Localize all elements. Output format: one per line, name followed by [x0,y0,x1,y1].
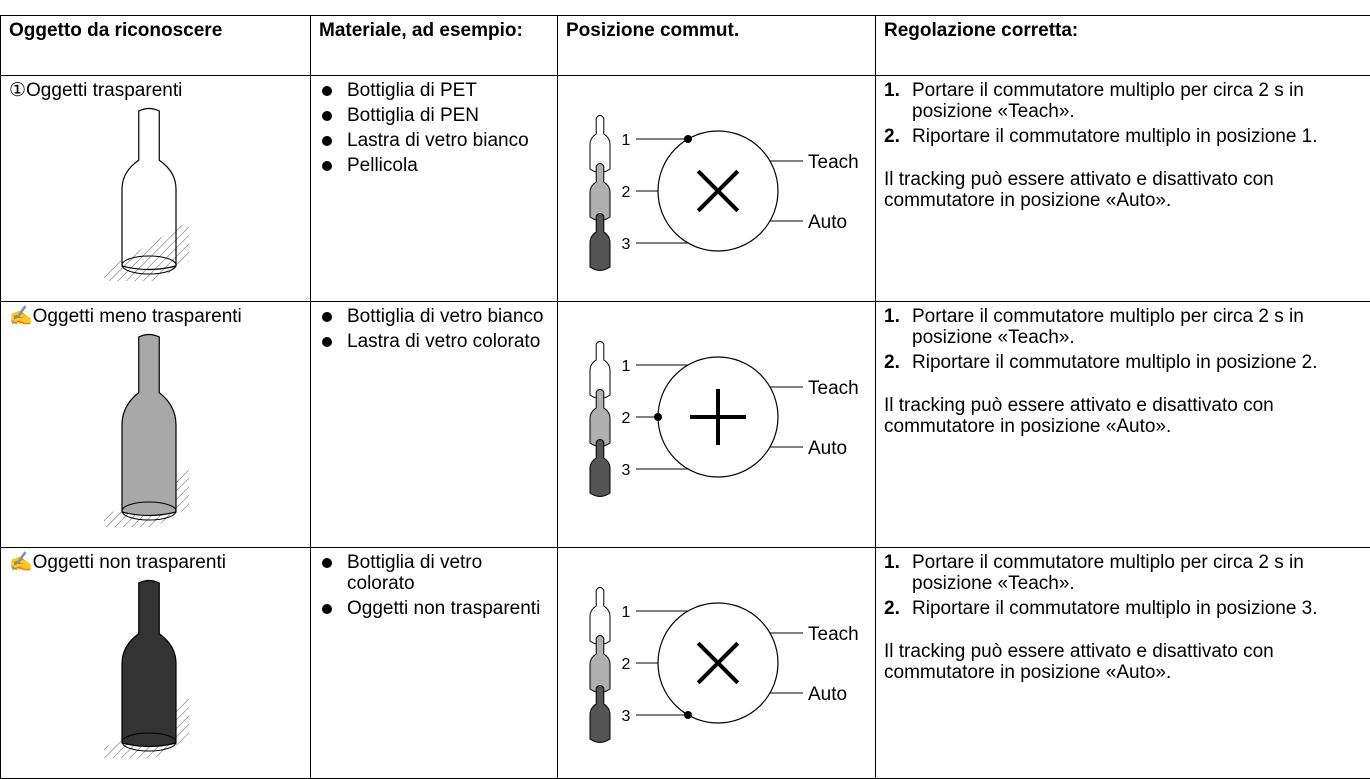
position-label: 2 [622,410,631,427]
material-item: Bottiglia di vetro colorato [319,552,549,594]
object-cell: ①Oggetti trasparenti [1,76,311,302]
object-illustration [9,101,299,281]
table-row: ✍Oggetti non trasparenti Bottiglia di vet… [1,548,1370,779]
position-label: 3 [622,236,631,253]
object-cell: ✍Oggetti meno trasparenti [1,302,311,548]
material-item: Lastra di vetro colorato [319,331,549,352]
procedure-cell: 1. Portare il commutatore multiplo per ci… [876,302,1370,548]
bottle [122,581,176,747]
step-text: Portare il commutatore multiplo per circ… [912,80,1304,122]
position-label: 2 [622,656,631,673]
step: 2. Riportare il commutatore multiplo in p… [884,598,1362,619]
column-header: Materiale, ad esempio: [311,16,558,76]
step-text: Portare il commutatore multiplo per circ… [912,306,1304,348]
object-label: ①Oggetti trasparenti [9,80,302,101]
selected-dot [684,711,692,719]
procedure-cell: 1. Portare il commutatore multiplo per ci… [876,76,1370,302]
switch-diagram: 1 2 3 Teach Auto [558,76,874,296]
teach-label: Teach [808,624,859,645]
step-number: 1. [884,552,900,573]
table-row: ✍Oggetti meno trasparenti Bottiglia di ve… [1,302,1370,548]
step-text: Riportare il commutatore multiplo in pos… [912,126,1318,147]
object-cell: ✍Oggetti non trasparenti [1,548,311,779]
step-number: 2. [884,126,900,147]
header-row: Oggetto da riconoscere Materiale, ad ese… [1,16,1370,76]
position-bottle [590,686,610,743]
pointer-cross [690,389,746,445]
position-bottle [590,214,610,271]
step-number: 1. [884,306,900,327]
settings-table: Oggetto da riconoscere Materiale, ad ese… [0,15,1370,779]
step: 1. Portare il commutatore multiplo per ci… [884,80,1362,122]
step: 2. Riportare il commutatore multiplo in p… [884,352,1362,373]
material-item: Bottiglia di vetro bianco [319,306,549,327]
position-label: 1 [622,604,631,621]
object-label: ✍Oggetti meno trasparenti [9,306,302,327]
material-item: Bottiglia di PEN [319,105,549,126]
step-number: 2. [884,598,900,619]
material-item: Bottiglia di PET [319,80,549,101]
materials-cell: Bottiglia di vetro bianco Lastra di vetro… [311,302,558,548]
step: 1. Portare il commutatore multiplo per ci… [884,306,1362,348]
position-label: 2 [622,184,631,201]
teach-label: Teach [808,152,859,173]
step-text: Portare il commutatore multiplo per circ… [912,552,1304,594]
step-number: 2. [884,352,900,373]
position-label: 3 [622,708,631,725]
selected-dot [654,413,662,421]
note: Il tracking può essere attivato e disatt… [884,395,1362,437]
position-bottle [590,636,610,693]
switch-cell: 1 2 3 Teach Auto [558,302,876,548]
step-number: 1. [884,80,900,101]
materials-cell: Bottiglia di vetro colorato Oggetti non t… [311,548,558,779]
object-illustration [9,327,299,527]
step-text: Riportare il commutatore multiplo in pos… [912,352,1318,373]
pointer-cross [678,151,757,230]
note: Il tracking può essere attivato e disatt… [884,169,1362,211]
bottle [122,335,176,516]
switch-diagram: 1 2 3 Teach Auto [558,548,874,773]
auto-label: Auto [808,684,847,705]
step-text: Riportare il commutatore multiplo in pos… [912,598,1318,619]
step: 1. Portare il commutatore multiplo per ci… [884,552,1362,594]
position-label: 1 [622,132,631,149]
auto-label: Auto [808,212,847,233]
pointer-cross [678,623,757,702]
materials-cell: Bottiglia di PET Bottiglia di PEN Lastra d… [311,76,558,302]
position-bottle [590,164,610,221]
step: 2. Riportare il commutatore multiplo in p… [884,126,1362,147]
switch-cell: 1 2 3 Teach Auto [558,548,876,779]
auto-label: Auto [808,438,847,459]
position-label: 3 [622,462,631,479]
column-header: Posizione commut. [558,16,876,76]
column-header: Oggetto da riconoscere [1,16,311,76]
switch-diagram: 1 2 3 Teach Auto [558,302,874,542]
position-label: 1 [622,358,631,375]
materials-list: Bottiglia di vetro colorato Oggetti non t… [319,552,549,619]
switch-cell: 1 2 3 Teach Auto [558,76,876,302]
materials-list: Bottiglia di vetro bianco Lastra di vetro… [319,306,549,352]
note: Il tracking può essere attivato e disatt… [884,641,1362,683]
material-item: Oggetti non trasparenti [319,598,549,619]
page: Oggetto da riconoscere Materiale, ad ese… [0,0,1370,760]
position-bottle [590,390,610,447]
material-item: Lastra di vetro bianco [319,130,549,151]
object-label: ✍Oggetti non trasparenti [9,552,302,573]
procedure-cell: 1. Portare il commutatore multiplo per ci… [876,548,1370,779]
object-illustration [9,573,299,758]
materials-list: Bottiglia di PET Bottiglia di PEN Lastra d… [319,80,549,176]
position-bottle [590,440,610,497]
teach-label: Teach [808,378,859,399]
selected-dot [684,135,692,143]
material-item: Pellicola [319,155,549,176]
column-header: Regolazione corretta: [876,16,1370,76]
